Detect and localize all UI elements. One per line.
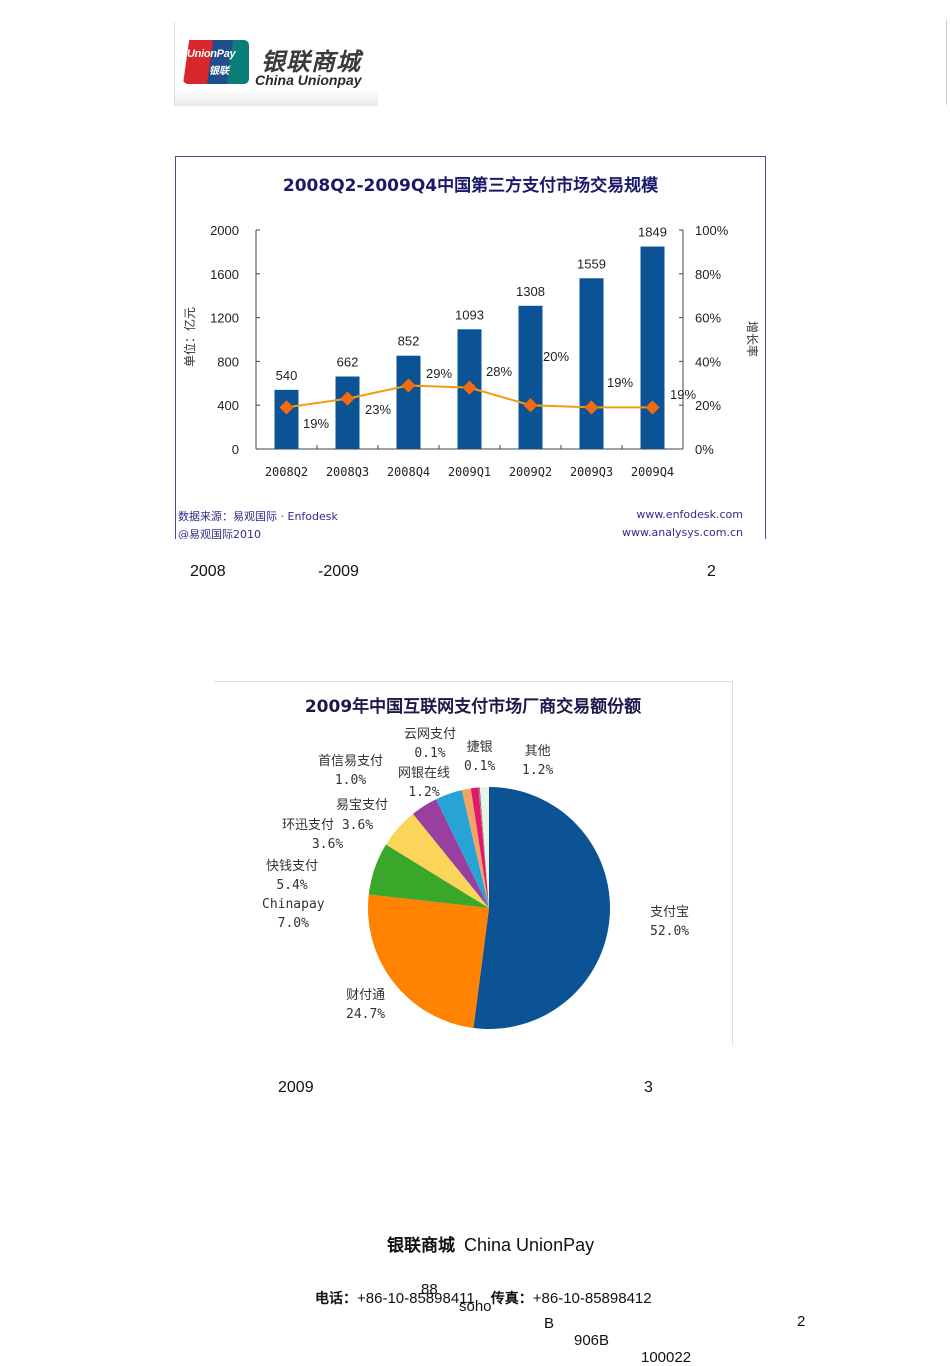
pie-slice — [479, 787, 489, 908]
page-number: 2 — [797, 1313, 806, 1330]
address-part: 100022 — [641, 1349, 692, 1366]
svg-text:20%: 20% — [695, 398, 721, 413]
svg-text:19%: 19% — [303, 416, 329, 431]
svg-text:2008Q2: 2008Q2 — [265, 465, 308, 479]
pie-label-yunwang: 云网支付 0.1% — [404, 727, 457, 761]
figure2-caption-year: 2009 — [278, 1079, 314, 1096]
pie-label-yibao: 易宝支付 — [336, 798, 389, 813]
footer-contact: 电话：+86-10-85898411 传真：+86-10-85898412 — [315, 1288, 652, 1308]
svg-text:单位：亿元: 单位：亿元 — [182, 307, 197, 367]
bar-line-chart-figure: 2008Q2-2009Q4中国第三方支付市场交易规模 0 400 800 1200 16… — [175, 156, 766, 539]
pie-chart-figure: 2009年中国互联网支付市场厂商交易额份额 云网支付 0.1% 捷银 0.1% 其他… — [214, 681, 733, 1045]
unionpay-card-icon: UnionPay 银联 — [183, 40, 249, 84]
figure1-caption-year: 2008 — [190, 563, 226, 580]
unionpay-mall-logo: UnionPay 银联 银联商城 China Unionpay — [174, 22, 378, 106]
chart2-title: 2009年中国互联网支付市场厂商交易额份额 — [304, 697, 642, 717]
chart1-source: 数据来源：易观国际 · Enfodesk — [178, 510, 338, 523]
pie-slice — [478, 787, 489, 908]
pie-slice — [436, 790, 489, 908]
page-edge-divider — [946, 20, 947, 105]
pie-label-wangyin: 网银在线 1.2% — [398, 766, 451, 800]
svg-text:2000: 2000 — [210, 223, 239, 238]
svg-text:0: 0 — [232, 442, 239, 457]
chart1-url-2: www.analysys.com.cn — [622, 526, 743, 539]
footer-address: 88 soho B 906B 100022 — [0, 1264, 950, 1366]
pie-label-alipay: 支付宝 52.0% — [650, 905, 690, 939]
pie-slice — [470, 787, 489, 908]
logo-title-cn: 银联商城 — [261, 48, 361, 76]
pie-slice — [385, 813, 489, 908]
svg-text:2009Q1: 2009Q1 — [448, 465, 491, 479]
pie-slice — [473, 787, 610, 1029]
chart1-copyright: @易观国际2010 — [178, 528, 261, 539]
svg-text:80%: 80% — [695, 267, 721, 282]
pie-label-other: 其他 1.2% — [522, 744, 554, 778]
pie-label-shouxin: 首信易支付 1.0% — [318, 754, 384, 788]
pie-label-tenpay: 财付通 24.7% — [346, 988, 386, 1022]
address-part: 906B — [574, 1332, 610, 1349]
svg-text:2008Q4: 2008Q4 — [387, 465, 430, 479]
logo-card-text-cn: 银联 — [209, 66, 229, 77]
svg-text:19%: 19% — [670, 387, 696, 402]
svg-text:19%: 19% — [607, 375, 633, 390]
pie-label-jieyin: 捷银 0.1% — [464, 740, 496, 774]
footer-brand-en: China UnionPay — [464, 1235, 595, 1255]
svg-text:800: 800 — [217, 354, 239, 369]
chart1-title: 2008Q2-2009Q4中国第三方支付市场交易规模 — [282, 176, 659, 196]
svg-text:28%: 28% — [486, 364, 512, 379]
svg-text:2009Q3: 2009Q3 — [570, 465, 613, 479]
svg-text:60%: 60% — [695, 311, 721, 326]
svg-text:29%: 29% — [426, 366, 452, 381]
phone-label: 电话： — [315, 1291, 357, 1307]
svg-text:2008Q3: 2008Q3 — [326, 465, 369, 479]
figure1-caption-range: -2009 — [318, 563, 359, 580]
logo-card-text-en: UnionPay — [187, 48, 236, 60]
svg-text:增长率: 增长率 — [745, 321, 760, 357]
chart1-url-1: www.enfodesk.com — [636, 508, 743, 521]
fax-label: 传真： — [490, 1291, 533, 1307]
svg-text:40%: 40% — [695, 354, 721, 369]
address-part: soho — [459, 1298, 492, 1315]
svg-text:1559: 1559 — [577, 256, 606, 271]
svg-text:1308: 1308 — [516, 284, 545, 299]
figure1-caption-number: 2 — [707, 563, 716, 580]
svg-text:1093: 1093 — [455, 307, 484, 322]
pie-label-chinapay: Chinapay 7.0% — [262, 897, 325, 931]
footer-brand-cn: 银联商城 — [387, 1236, 455, 1256]
pie-chart — [367, 787, 610, 1029]
pie-slice — [461, 788, 489, 908]
address-part: 88 — [421, 1281, 438, 1298]
svg-text:1200: 1200 — [210, 311, 239, 326]
pie-slice — [367, 894, 489, 1028]
address-part: B — [544, 1315, 555, 1332]
svg-text:20%: 20% — [543, 349, 569, 364]
svg-text:2009Q2: 2009Q2 — [509, 465, 552, 479]
pie-slice — [368, 844, 489, 908]
pie-label-huanxun: 环迅支付 3.6% 3.6% — [282, 818, 374, 852]
svg-text:100%: 100% — [695, 223, 729, 238]
logo-title-en: China Unionpay — [255, 72, 362, 88]
svg-text:852: 852 — [398, 334, 420, 349]
footer-brand: 银联商城 China UnionPay — [387, 1231, 594, 1256]
pie-label-kuaiqian: 快钱支付 5.4% — [266, 859, 319, 893]
fax-number: +86-10-85898412 — [532, 1290, 652, 1307]
svg-text:2009Q4: 2009Q4 — [631, 465, 674, 479]
svg-text:540: 540 — [276, 368, 298, 383]
svg-text:400: 400 — [217, 398, 239, 413]
svg-text:0%: 0% — [695, 442, 714, 457]
svg-text:1849: 1849 — [638, 225, 667, 240]
pie-slice — [479, 787, 489, 908]
phone-number: +86-10-85898411 — [357, 1290, 475, 1307]
pie-slice — [412, 799, 489, 908]
svg-text:23%: 23% — [365, 402, 391, 417]
bar-line-chart: 0 400 800 1200 1600 2000 0% 20% 40% 60% 80% 100% 单位：… — [182, 223, 760, 479]
figure2-caption-number: 3 — [644, 1079, 653, 1096]
svg-text:662: 662 — [337, 355, 359, 370]
svg-text:1600: 1600 — [210, 267, 239, 282]
